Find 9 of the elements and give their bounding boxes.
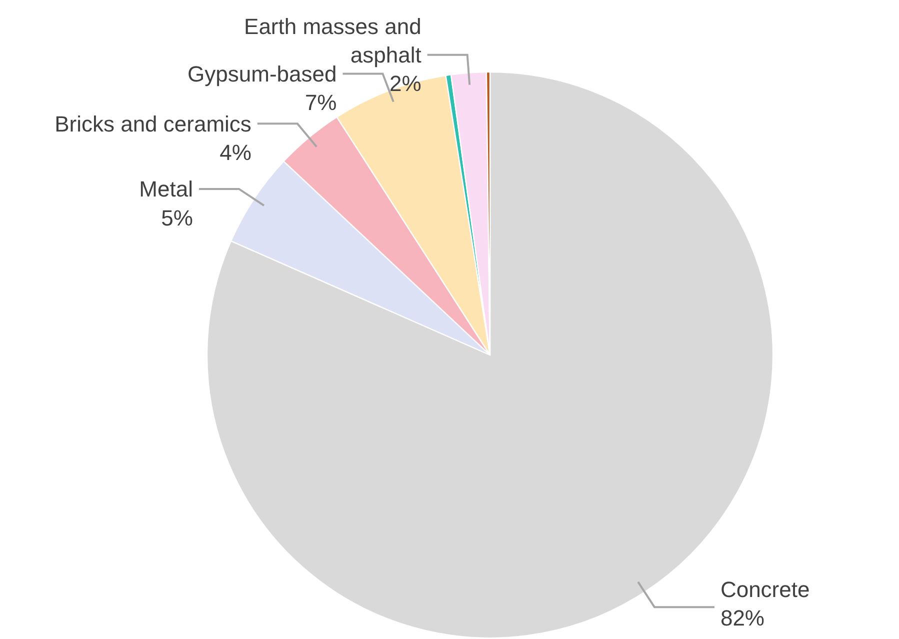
data-label: 82% [720, 606, 765, 631]
slice-label: Bricks and ceramics [54, 111, 252, 136]
slice-label: Concrete [720, 577, 810, 602]
data-label: 7% [304, 90, 337, 116]
data-label: 5% [161, 205, 193, 230]
data-label: 2% [390, 71, 422, 96]
slice-label: Metal [139, 176, 193, 202]
data-label: 4% [220, 140, 252, 165]
slice-label: Gypsum-based [188, 61, 337, 86]
